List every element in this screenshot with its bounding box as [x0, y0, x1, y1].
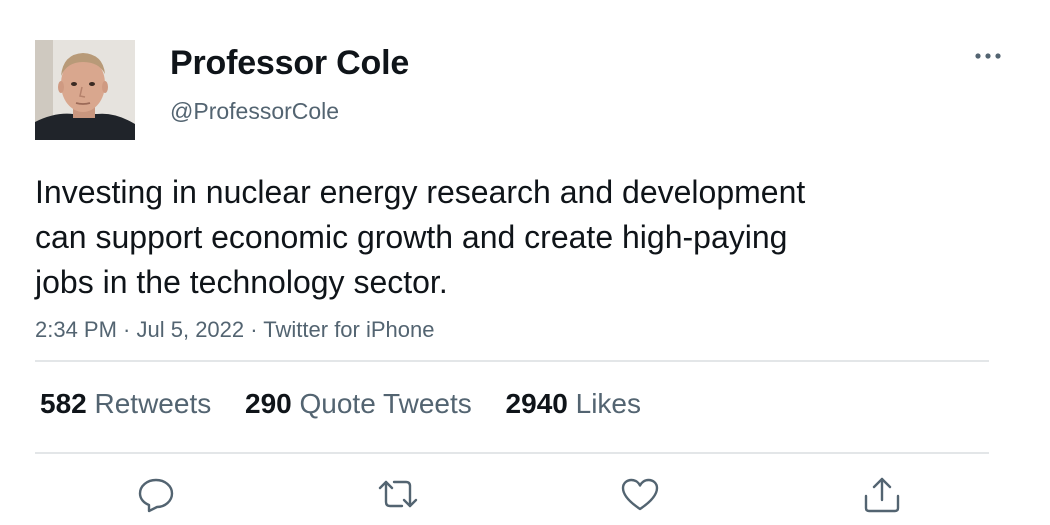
engagement-stats: 582 Retweets 290 Quote Tweets 2940 Likes — [40, 386, 667, 422]
display-name[interactable]: Professor Cole — [170, 44, 410, 82]
divider — [35, 452, 989, 454]
retweets-count: 582 — [40, 388, 87, 419]
likes-stat[interactable]: 2940 Likes — [506, 386, 641, 422]
tweet-source[interactable]: Twitter for iPhone — [263, 317, 435, 342]
retweet-button[interactable] — [376, 474, 420, 514]
tweet-date[interactable]: Jul 5, 2022 — [136, 317, 245, 342]
meta-separator: · — [116, 317, 137, 342]
like-button[interactable] — [618, 474, 662, 514]
tweet-text: Investing in nuclear energy research and… — [35, 174, 806, 300]
likes-count: 2940 — [505, 388, 568, 419]
more-button[interactable] — [968, 40, 1008, 70]
likes-label: Likes — [575, 388, 641, 419]
quote-tweets-count: 290 — [245, 388, 292, 419]
divider — [35, 360, 989, 362]
tweet-meta: 2:34 PM · Jul 5, 2022 · Twitter for iPho… — [35, 315, 434, 345]
share-button[interactable] — [860, 474, 904, 514]
tweet-time[interactable]: 2:34 PM — [35, 317, 117, 342]
heart-icon — [621, 478, 659, 511]
reply-icon — [138, 478, 174, 513]
quote-tweets-label: Quote Tweets — [299, 388, 472, 419]
share-icon — [864, 477, 900, 513]
retweets-stat[interactable]: 582 Retweets — [40, 386, 211, 422]
retweets-label: Retweets — [94, 388, 212, 419]
quote-tweets-stat[interactable]: 290 Quote Tweets — [245, 386, 472, 422]
avatar[interactable] — [35, 40, 135, 140]
meta-separator: · — [244, 317, 264, 342]
user-handle[interactable]: @ProfessorCole — [170, 98, 340, 124]
retweet-icon — [378, 480, 418, 508]
more-icon — [975, 53, 1001, 59]
profile-photo — [35, 40, 135, 140]
reply-button[interactable] — [134, 474, 178, 514]
